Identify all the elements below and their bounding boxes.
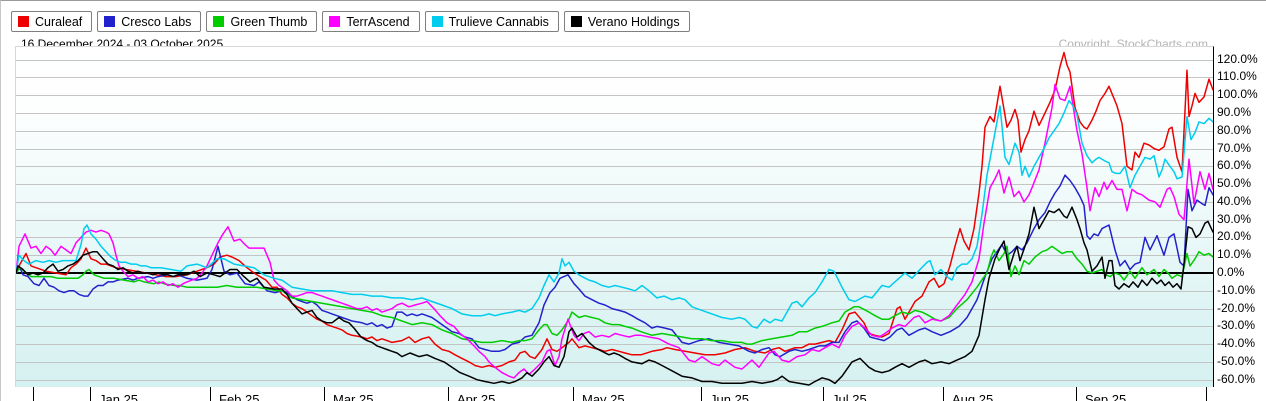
month-separator (324, 387, 325, 401)
legend-label: Cresco Labs (121, 14, 192, 29)
gridline (16, 361, 1213, 363)
x-tick-label: Mar 25 (333, 392, 374, 401)
gridline (16, 112, 1213, 114)
legend-label: TerrAscend (346, 14, 410, 29)
legend-button-trulieve-cannabis[interactable]: Trulieve Cannabis (424, 11, 559, 32)
series-line-verano-holdings (16, 206, 1213, 386)
legend-button-curaleaf[interactable]: Curaleaf (11, 11, 93, 32)
series-line-green-thumb (16, 245, 1213, 345)
legend-label: Trulieve Cannabis (448, 14, 549, 29)
legend-swatch-icon (329, 16, 341, 27)
gridline (16, 166, 1213, 168)
y-tick-label: 70.0% (1217, 140, 1252, 155)
y-tick-label: -20.0% (1217, 300, 1256, 315)
y-tick-label: 60.0% (1217, 158, 1252, 173)
x-tick-label: Aug 25 (952, 392, 994, 401)
gridline (16, 148, 1213, 150)
series-line-curaleaf (16, 51, 1213, 369)
series-lines (16, 51, 1213, 386)
x-tick-label: Jul 25 (832, 392, 867, 401)
x-tick-label: Jan 25 (99, 392, 139, 401)
chart-plot-area[interactable] (15, 46, 1214, 388)
legend-button-cresco-labs[interactable]: Cresco Labs (97, 11, 202, 32)
gridline (16, 219, 1213, 221)
y-tick-label: 100.0% (1217, 87, 1258, 102)
y-tick-label: -40.0% (1217, 336, 1256, 351)
gridline (16, 59, 1213, 61)
y-tick-label: -50.0% (1217, 353, 1256, 368)
gridline (16, 379, 1213, 381)
month-separator (943, 387, 944, 401)
legend-swatch-icon (431, 16, 443, 27)
gridline (16, 237, 1213, 239)
legend-label: Verano Holdings (587, 14, 680, 29)
month-separator (33, 387, 34, 401)
x-tick-label: Feb 25 (219, 392, 260, 401)
month-separator (701, 387, 702, 401)
month-separator (1076, 387, 1077, 401)
gridline (16, 77, 1213, 79)
month-separator (1206, 387, 1207, 401)
y-tick-label: 90.0% (1217, 104, 1252, 119)
y-tick-label: 110.0% (1217, 69, 1257, 84)
x-tick-label: May 25 (582, 392, 625, 401)
legend-swatch-icon (104, 16, 116, 27)
month-separator (448, 387, 449, 401)
legend-button-terrascend[interactable]: TerrAscend (322, 11, 420, 32)
x-tick-label: Jun 25 (710, 392, 750, 401)
x-tick-label: Apr 25 (457, 392, 496, 401)
gridline (16, 95, 1213, 97)
gridline (16, 201, 1213, 203)
x-tick-label: Sep 25 (1085, 392, 1127, 401)
legend-swatch-icon (213, 16, 225, 27)
legend-label: Green Thumb (230, 14, 308, 29)
y-tick-label: 120.0% (1217, 51, 1258, 66)
y-tick-label: -10.0% (1217, 282, 1256, 297)
month-separator (823, 387, 824, 401)
month-separator (90, 387, 91, 401)
y-tick-label: 80.0% (1217, 122, 1252, 137)
series-line-cresco-labs (16, 174, 1213, 358)
series-line-terrascend (16, 83, 1213, 379)
legend-label: Curaleaf (35, 14, 83, 29)
month-separator (573, 387, 574, 401)
y-tick-label: 50.0% (1217, 176, 1252, 191)
gridline (16, 184, 1213, 186)
y-tick-label: 10.0% (1217, 247, 1252, 262)
legend-swatch-icon (570, 16, 582, 27)
gridline (16, 326, 1213, 328)
legend-row: Curaleaf Cresco Labs Green Thumb TerrAscend… (11, 11, 690, 32)
legend-button-verano-holdings[interactable]: Verano Holdings (563, 11, 690, 32)
month-separator (210, 387, 211, 401)
gridline (16, 290, 1213, 292)
gridline (16, 130, 1213, 132)
series-line-trulieve-cannabis (16, 99, 1213, 329)
x-axis-strip: Jan 25 Feb 25 Mar 25 Apr 25 May 25 Jun 25 Jul … (1, 387, 1266, 401)
y-tick-label: 20.0% (1217, 229, 1252, 244)
y-tick-label: 0.0% (1217, 265, 1245, 279)
gridline (16, 344, 1213, 346)
y-tick-label: 30.0% (1217, 211, 1252, 226)
zero-line (16, 272, 1213, 274)
gridline (16, 255, 1213, 257)
legend-button-green-thumb[interactable]: Green Thumb (206, 11, 318, 32)
legend-swatch-icon (18, 16, 29, 27)
y-tick-label: -30.0% (1217, 318, 1256, 333)
y-tick-label: -60.0% (1217, 371, 1256, 386)
y-tick-label: 40.0% (1217, 193, 1252, 208)
